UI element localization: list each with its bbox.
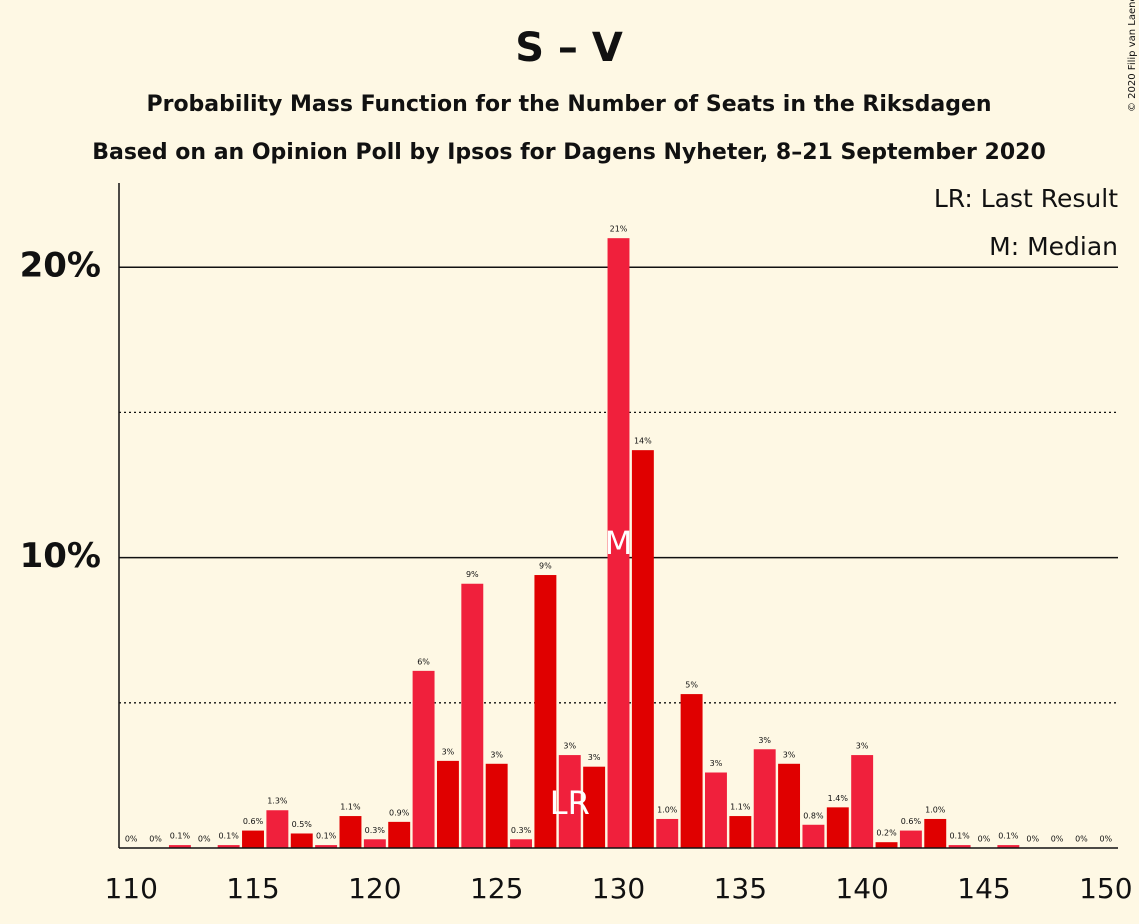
value-label: 1.1% bbox=[340, 803, 361, 812]
value-label: 1.3% bbox=[267, 797, 288, 806]
chart-subtitle: Probability Mass Function for the Number… bbox=[146, 92, 991, 117]
bar bbox=[217, 845, 240, 848]
bar bbox=[315, 845, 338, 848]
value-label: 0.2% bbox=[876, 829, 897, 838]
value-label: 0.6% bbox=[243, 817, 264, 826]
bar bbox=[753, 749, 776, 848]
legend-entry: M: Median bbox=[989, 232, 1118, 261]
value-label: 3% bbox=[442, 747, 455, 756]
bar bbox=[388, 821, 411, 848]
value-label: 0.6% bbox=[901, 817, 922, 826]
value-label: 0% bbox=[978, 835, 991, 844]
bar bbox=[558, 755, 581, 848]
bar bbox=[412, 670, 435, 848]
bar bbox=[485, 763, 508, 848]
value-label: 0% bbox=[1026, 835, 1039, 844]
bar bbox=[826, 807, 849, 848]
value-label: 3% bbox=[490, 750, 503, 759]
value-label: 0% bbox=[198, 835, 211, 844]
bar bbox=[948, 845, 971, 848]
annotation: M bbox=[605, 524, 633, 562]
bar bbox=[363, 839, 386, 848]
annotation: LR bbox=[550, 784, 590, 822]
x-tick-label: 130 bbox=[592, 872, 645, 905]
value-label: 3% bbox=[710, 759, 723, 768]
value-label: 6% bbox=[417, 657, 430, 666]
bar bbox=[583, 766, 606, 848]
bar bbox=[704, 772, 727, 848]
bar bbox=[924, 818, 947, 848]
value-label: 9% bbox=[539, 562, 552, 571]
value-label: 1.0% bbox=[657, 805, 678, 814]
bar bbox=[680, 694, 703, 848]
x-tick-label: 115 bbox=[226, 872, 279, 905]
bar bbox=[778, 763, 801, 848]
value-label: 0% bbox=[1051, 835, 1064, 844]
value-label: 3% bbox=[588, 753, 601, 762]
value-label: 0.3% bbox=[511, 826, 532, 835]
value-label: 0% bbox=[125, 835, 138, 844]
value-label: 14% bbox=[634, 437, 652, 446]
x-tick-label: 135 bbox=[714, 872, 767, 905]
value-label: 0.1% bbox=[316, 832, 337, 841]
chart-subtitle: Based on an Opinion Poll by Ipsos for Da… bbox=[92, 140, 1046, 165]
bar bbox=[168, 845, 191, 848]
x-tick-label: 120 bbox=[348, 872, 401, 905]
legend-entry: LR: Last Result bbox=[934, 184, 1118, 213]
bar bbox=[656, 818, 679, 848]
value-label: 0.1% bbox=[998, 832, 1019, 841]
bar bbox=[607, 238, 630, 848]
bar bbox=[242, 830, 264, 848]
bar bbox=[851, 755, 874, 848]
x-tick-label: 125 bbox=[470, 872, 523, 905]
copyright: © 2020 Filip van Laenen bbox=[1127, 0, 1138, 112]
value-label: 3% bbox=[856, 742, 869, 751]
value-label: 0.1% bbox=[170, 832, 191, 841]
value-label: 0% bbox=[1099, 835, 1112, 844]
bar bbox=[461, 583, 484, 848]
value-label: 0.1% bbox=[218, 832, 239, 841]
bar bbox=[290, 833, 313, 848]
y-tick-label: 20% bbox=[20, 246, 101, 286]
bar bbox=[436, 760, 459, 848]
chart-title: S – V bbox=[515, 25, 623, 71]
value-label: 5% bbox=[685, 681, 698, 690]
value-label: 0.5% bbox=[292, 820, 313, 829]
x-tick-label: 110 bbox=[104, 872, 157, 905]
value-label: 9% bbox=[466, 570, 479, 579]
bar bbox=[899, 830, 922, 848]
bar bbox=[510, 839, 533, 848]
value-label: 0.3% bbox=[365, 826, 386, 835]
value-label: 0.1% bbox=[949, 832, 970, 841]
value-label: 3% bbox=[563, 742, 576, 751]
bar bbox=[729, 816, 752, 848]
bar bbox=[631, 450, 654, 848]
value-label: 0% bbox=[149, 835, 162, 844]
value-label: 3% bbox=[783, 750, 796, 759]
x-tick-label: 150 bbox=[1079, 872, 1132, 905]
value-label: 1.4% bbox=[828, 794, 849, 803]
value-label: 0.9% bbox=[389, 808, 410, 817]
x-tick-label: 145 bbox=[957, 872, 1010, 905]
value-label: 0.8% bbox=[803, 811, 824, 820]
bar bbox=[997, 845, 1020, 848]
x-tick-label: 140 bbox=[835, 872, 888, 905]
value-label: 0% bbox=[1075, 835, 1088, 844]
bar bbox=[266, 810, 289, 848]
bar bbox=[339, 816, 362, 848]
value-label: 21% bbox=[610, 225, 628, 234]
bar bbox=[802, 824, 825, 848]
y-tick-label: 10% bbox=[20, 536, 101, 576]
value-label: 1.0% bbox=[925, 805, 946, 814]
value-label: 3% bbox=[758, 736, 771, 745]
bar bbox=[534, 575, 557, 848]
value-label: 1.1% bbox=[730, 803, 751, 812]
bar bbox=[875, 842, 898, 848]
